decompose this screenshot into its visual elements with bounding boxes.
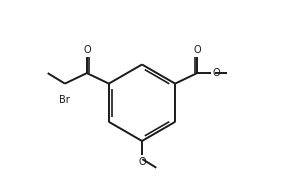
Text: O: O: [138, 157, 146, 167]
Text: O: O: [193, 45, 201, 55]
Text: O: O: [83, 45, 91, 55]
Text: Br: Br: [59, 95, 69, 105]
Text: O: O: [213, 68, 220, 78]
